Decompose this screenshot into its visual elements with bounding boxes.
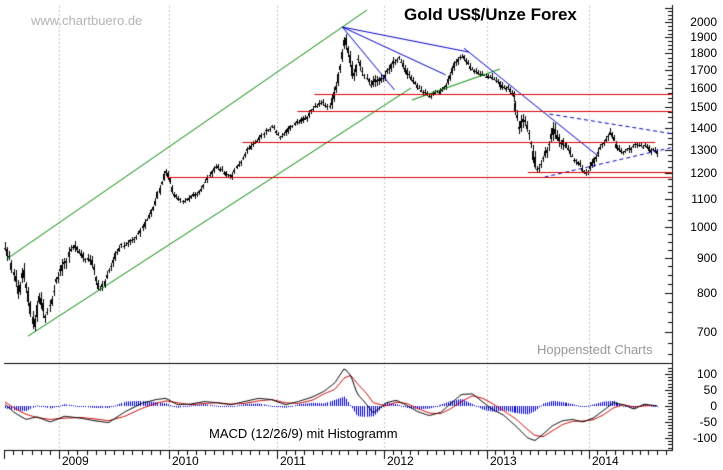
- price-tick-label: 700: [696, 325, 717, 340]
- year-tick-label: 2012: [387, 454, 414, 468]
- macd-tick-label: 100: [696, 367, 717, 381]
- price-tick-label: 1400: [690, 120, 717, 135]
- year-tick-label: 2011: [280, 454, 306, 468]
- macd-tick-label: 50: [703, 383, 717, 397]
- price-tick-label: 1200: [690, 166, 717, 181]
- macd-tick-label: -100: [692, 431, 717, 445]
- price-tick-label: 2000: [690, 15, 717, 30]
- price-tick-label: 900: [696, 251, 717, 266]
- price-tick-label: 1800: [690, 46, 717, 61]
- price-tick-label: 800: [696, 285, 717, 300]
- price-tick-label: 1300: [690, 142, 717, 157]
- year-tick-label: 2013: [490, 454, 517, 468]
- year-tick-label: 2009: [62, 454, 89, 468]
- watermark: www.chartbuero.de: [31, 13, 143, 28]
- chart-title: Gold US$/Unze Forex: [404, 5, 577, 24]
- price-tick-label: 1900: [690, 30, 717, 45]
- macd-indicator-label: MACD (12/26/9) mit Histogramm: [209, 426, 398, 441]
- price-tick-label: 1500: [690, 100, 717, 115]
- price-tick-label: 1000: [690, 220, 717, 234]
- price-tick-label: 1600: [690, 81, 717, 96]
- branding-label: Hoppenstedt Charts: [537, 342, 653, 357]
- price-tick-label: 1700: [690, 63, 717, 78]
- year-tick-label: 2014: [592, 454, 619, 468]
- macd-tick-label: 0: [710, 399, 717, 413]
- macd-tick-label: -50: [699, 415, 717, 429]
- year-tick-label: 2010: [172, 454, 199, 468]
- price-tick-label: 1100: [691, 191, 717, 206]
